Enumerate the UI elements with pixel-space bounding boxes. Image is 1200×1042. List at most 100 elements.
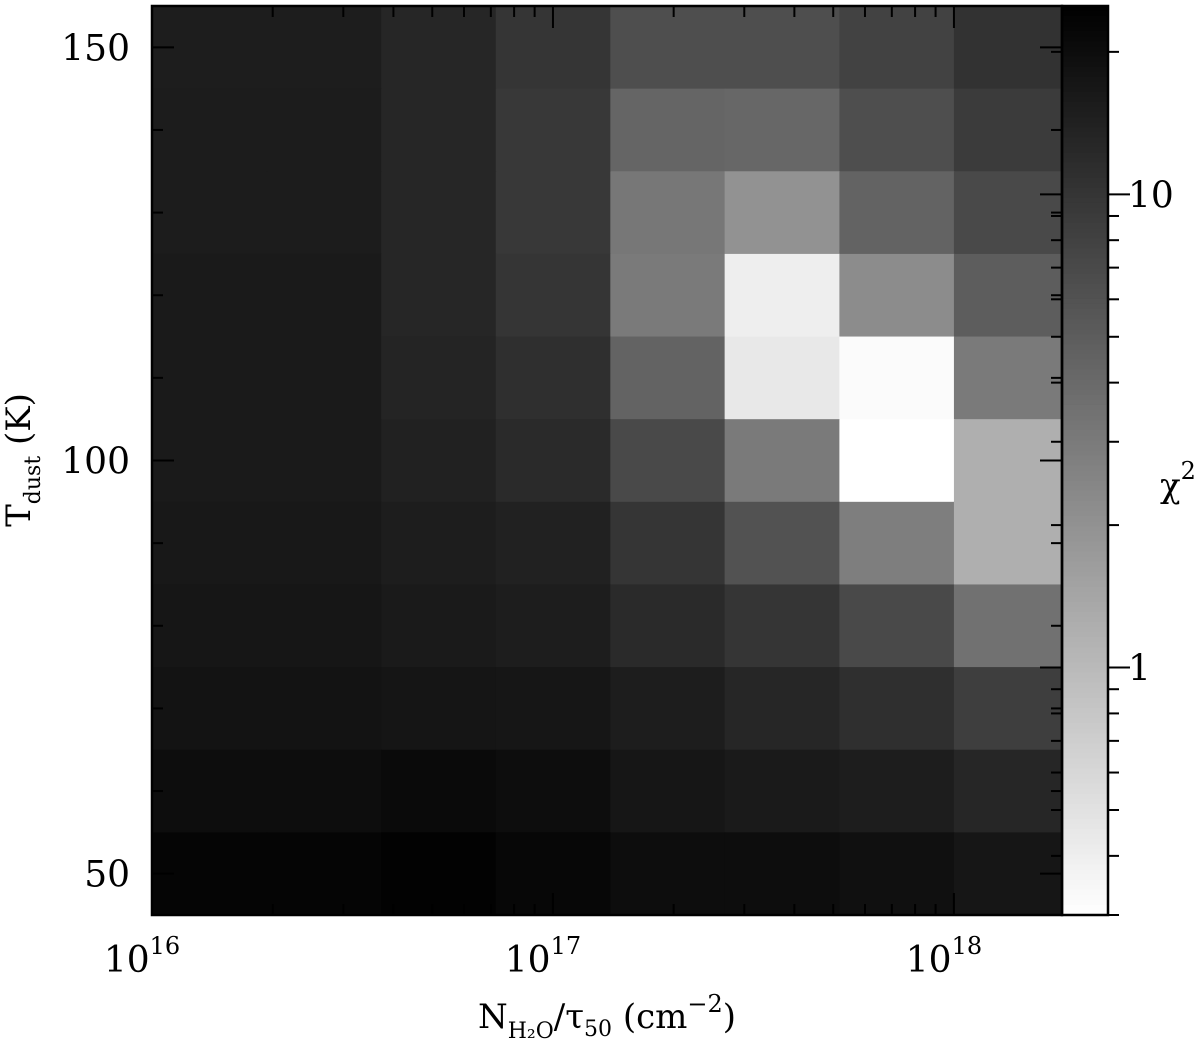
heatmap-cell [381,6,497,90]
colorbar-strip [1062,157,1108,164]
colorbar-strip [1062,596,1108,603]
heatmap-cell [610,88,726,172]
heatmap-cell [839,584,955,668]
colorbar-strip [1062,132,1108,138]
heatmap-cell [610,253,726,338]
colorbar-strip [1062,531,1108,537]
heatmap-cell [953,253,1063,338]
colorbar-strip [1062,581,1108,588]
heatmap-cell [152,253,268,338]
colorbar-strip [1062,632,1108,638]
heatmap-cell [610,501,726,586]
colorbar-strip [1062,450,1108,457]
colorbar-strip [1062,11,1108,17]
colorbar-strip [1062,511,1108,517]
colorbar-strip [1062,167,1108,174]
heatmap-cell [495,88,611,172]
colorbar-strip [1062,541,1108,547]
colorbar-strip [1062,505,1108,512]
colorbar-strip [1062,556,1108,563]
colorbar-strip [1062,16,1108,22]
heatmap-cell [381,667,497,751]
colorbar-strip [1062,803,1108,810]
heatmap-cell [953,584,1063,668]
colorbar-strip [1062,288,1108,295]
heatmap-cell [953,171,1063,255]
colorbar-strip [1062,824,1108,830]
colorbar-strip [1062,41,1108,47]
heatmap-cell [724,749,840,833]
colorbar-strip [1062,606,1108,613]
colorbar-strip [1062,107,1108,113]
colorbar-strip [1062,672,1108,679]
colorbar-tick-label: 10 [1128,175,1174,216]
colorbar-strip [1062,71,1108,78]
y-tick-label: 150 [61,28,130,69]
colorbar-strip [1062,324,1108,330]
colorbar-strip [1062,339,1108,345]
colorbar-strip [1062,753,1108,760]
colorbar-strip [1062,743,1108,749]
colorbar-strip [1062,783,1108,790]
colorbar-strip [1062,233,1108,239]
colorbar-strip [1062,243,1108,249]
colorbar-strip [1062,516,1108,522]
colorbar-strip [1062,612,1108,618]
heatmap-cell [266,253,382,338]
colorbar-strip [1062,374,1108,381]
colorbar-strip [1062,319,1108,325]
colorbar-strip [1062,66,1108,73]
colorbar-strip [1062,6,1108,12]
heatmap-cell [266,419,382,503]
heatmap-cell [381,832,497,916]
heatmap-cell [953,501,1063,586]
heatmap-cell [266,832,382,916]
colorbar-strip [1062,869,1108,876]
heatmap-cell [152,749,268,833]
colorbar-strip [1062,763,1108,770]
colorbar-strip [1062,218,1108,224]
colorbar-strip [1062,899,1108,906]
heatmap-cell [724,6,840,90]
colorbar-strip [1062,334,1108,340]
colorbar-strip [1062,758,1108,765]
colorbar-strip [1062,713,1108,719]
colorbar-strip [1062,394,1108,401]
colorbar-strip [1062,31,1108,37]
colorbar-strip [1062,278,1108,285]
heatmap-cell [152,667,268,751]
colorbar-strip [1062,309,1108,315]
colorbar-strip [1062,36,1108,42]
colorbar-strip [1062,26,1108,32]
colorbar-strip [1062,601,1108,608]
colorbar-strip [1062,884,1108,891]
heatmap-cell [610,6,726,90]
colorbar-strip [1062,344,1108,350]
colorbar-strip [1062,177,1108,184]
heatmap-cell [152,336,268,420]
colorbar-strip [1062,389,1108,396]
colorbar-strip [1062,728,1108,734]
heatmap-cell [839,419,955,503]
colorbar-strip [1062,773,1108,780]
colorbar-strip [1062,258,1108,265]
colorbar-strip [1062,647,1108,653]
colorbar-strip [1062,677,1108,684]
colorbar-strip [1062,702,1108,709]
colorbar-strip [1062,369,1108,376]
heatmap-cell [152,501,268,586]
colorbar-strip [1062,536,1108,542]
heatmap-cell [839,6,955,90]
heatmap-cell [266,584,382,668]
colorbar-strip [1062,576,1108,583]
colorbar-strip [1062,56,1108,63]
colorbar [1062,6,1108,916]
colorbar-strip [1062,122,1108,128]
y-tick-label: 50 [84,855,130,896]
colorbar-strip [1062,798,1108,805]
heatmap-cell [610,584,726,668]
colorbar-strip [1062,718,1108,724]
colorbar-strip [1062,834,1108,840]
heatmap-cell [495,171,611,255]
heatmap-cell [839,253,955,338]
